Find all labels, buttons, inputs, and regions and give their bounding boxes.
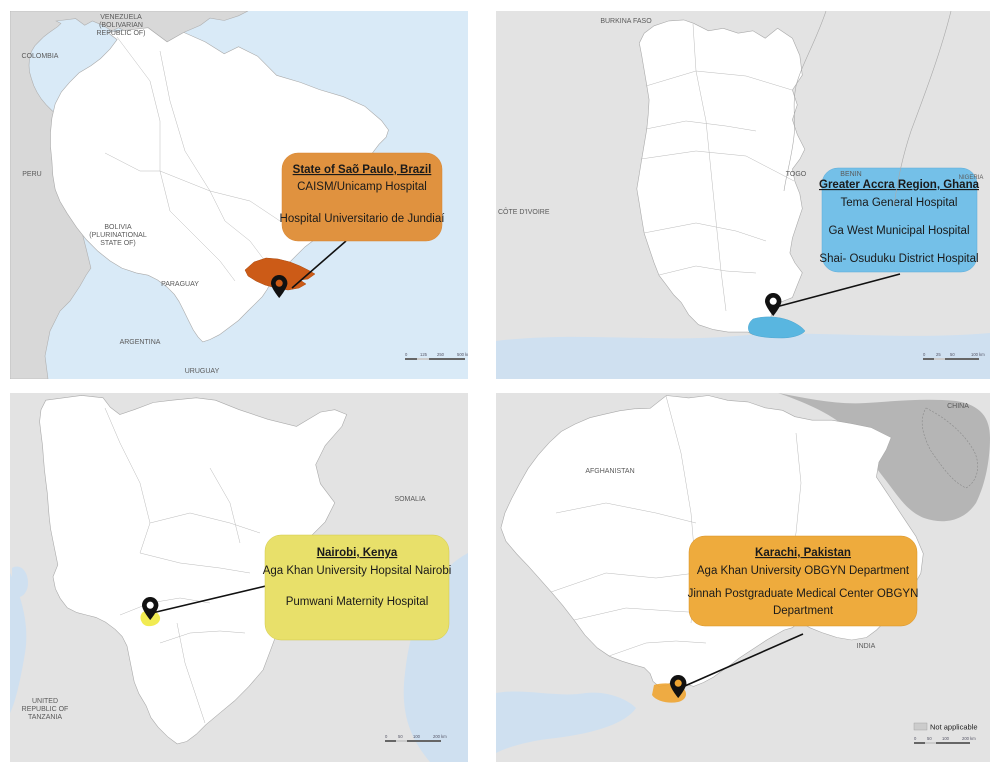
svg-text:BURKINA FASO: BURKINA FASO xyxy=(600,18,652,25)
svg-text:250: 250 xyxy=(437,352,445,357)
svg-text:COLOMBIA: COLOMBIA xyxy=(22,53,59,60)
svg-text:Karachi, Pakistan: Karachi, Pakistan xyxy=(755,547,851,559)
svg-text:UNITED: UNITED xyxy=(32,698,58,705)
svg-text:50: 50 xyxy=(927,736,932,741)
svg-text:CAISM/Unicamp Hospital: CAISM/Unicamp Hospital xyxy=(297,181,427,193)
svg-text:100: 100 xyxy=(942,736,950,741)
svg-text:STATE OF): STATE OF) xyxy=(100,240,136,247)
svg-text:BENIN: BENIN xyxy=(840,171,861,178)
svg-text:500 km: 500 km xyxy=(457,352,468,357)
svg-text:Ga West Municipal Hospital: Ga West Municipal Hospital xyxy=(828,225,969,237)
svg-text:Department: Department xyxy=(773,605,834,617)
svg-text:NIGERIA: NIGERIA xyxy=(959,175,984,181)
svg-text:50: 50 xyxy=(398,734,403,739)
svg-text:VENEZUELA: VENEZUELA xyxy=(100,14,142,21)
svg-text:125: 125 xyxy=(420,352,428,357)
svg-text:TANZANIA: TANZANIA xyxy=(28,714,62,721)
svg-text:Shai- Osuduku District Hospita: Shai- Osuduku District Hospital xyxy=(819,253,978,265)
svg-text:CÔTE D'IVOIRE: CÔTE D'IVOIRE xyxy=(498,207,550,216)
svg-text:CHINA: CHINA xyxy=(947,403,969,410)
svg-text:PERU: PERU xyxy=(22,171,41,178)
svg-text:100: 100 xyxy=(413,734,421,739)
svg-text:Greater Accra Region, Ghana: Greater Accra Region, Ghana xyxy=(819,179,980,191)
svg-text:Aga Khan University OBGYN Depa: Aga Khan University OBGYN Department xyxy=(697,565,910,577)
svg-text:AFGHANISTAN: AFGHANISTAN xyxy=(585,468,634,475)
svg-text:SOMALIA: SOMALIA xyxy=(394,496,425,503)
svg-text:Not applicable: Not applicable xyxy=(930,723,978,732)
svg-text:Jinnah Postgraduate Medical Ce: Jinnah Postgraduate Medical Center OBGYN xyxy=(688,588,919,600)
svg-text:Hospital Universitario de Jund: Hospital Universitario de Jundiaí xyxy=(280,213,446,225)
svg-text:ARGENTINA: ARGENTINA xyxy=(120,339,161,346)
svg-text:200 km: 200 km xyxy=(433,734,447,739)
svg-text:(PLURINATIONAL: (PLURINATIONAL xyxy=(89,232,147,239)
svg-text:200 km: 200 km xyxy=(962,736,976,741)
svg-text:INDIA: INDIA xyxy=(857,643,876,650)
svg-text:Aga Khan University Hopsital N: Aga Khan University Hopsital Nairobi xyxy=(263,565,452,577)
svg-text:25: 25 xyxy=(936,352,941,357)
svg-text:Nairobi, Kenya: Nairobi, Kenya xyxy=(317,547,398,559)
svg-text:50: 50 xyxy=(950,352,955,357)
svg-text:BOLIVIA: BOLIVIA xyxy=(104,224,132,231)
svg-text:Tema General Hospital: Tema General Hospital xyxy=(841,197,958,209)
svg-text:URUGUAY: URUGUAY xyxy=(185,368,220,375)
svg-text:State of Saõ Paulo, Brazil: State of Saõ Paulo, Brazil xyxy=(293,164,432,176)
svg-text:PARAGUAY: PARAGUAY xyxy=(161,281,199,288)
svg-text:REPUBLIC OF: REPUBLIC OF xyxy=(22,706,69,713)
svg-text:100 km: 100 km xyxy=(971,352,985,357)
svg-text:REPUBLIC OF): REPUBLIC OF) xyxy=(96,30,145,37)
svg-text:TOGO: TOGO xyxy=(786,171,807,178)
svg-text:(BOLIVARIAN: (BOLIVARIAN xyxy=(99,22,143,29)
svg-text:Pumwani Maternity Hospital: Pumwani Maternity Hospital xyxy=(286,596,429,608)
